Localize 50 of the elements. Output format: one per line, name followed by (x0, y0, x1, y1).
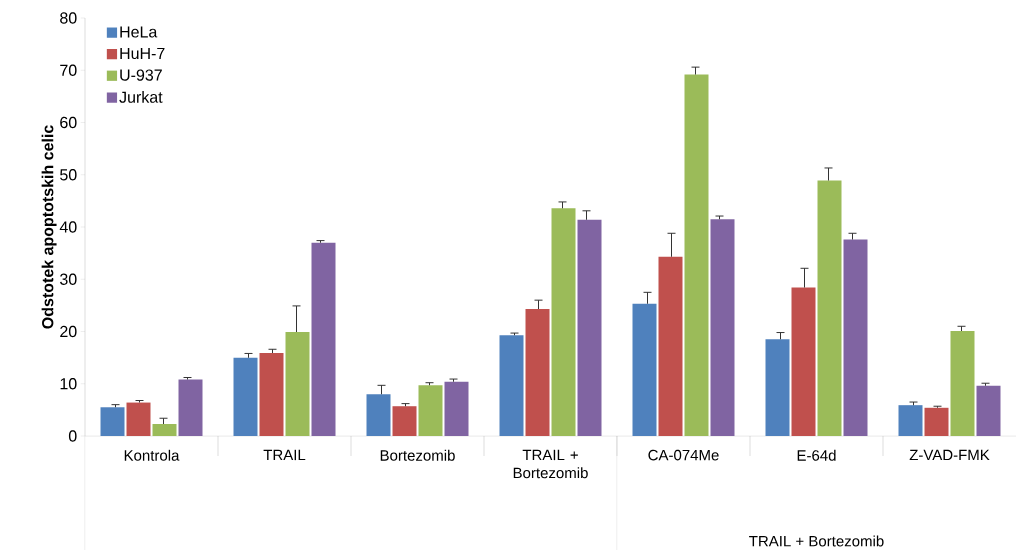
bar (233, 357, 258, 436)
bar (551, 208, 576, 436)
bar (898, 405, 923, 436)
x-tick-label: CA-074Me (648, 449, 719, 461)
x-tick-label: Bortezomib (380, 449, 455, 461)
bar (710, 219, 735, 436)
y-axis-title: Odstotek apoptotskih celic (41, 125, 57, 329)
x-tick-label: TRAIL (263, 449, 306, 461)
y-tick-label: 60 (60, 116, 77, 129)
bar (392, 406, 417, 436)
y-tick-label: 10 (60, 378, 77, 390)
bar (577, 219, 602, 436)
bar (658, 256, 683, 436)
x-tick-label: TRAIL + Bortezomib (513, 449, 588, 479)
y-tick-label: 70 (60, 64, 77, 76)
x-tick-label: E-64d (797, 449, 836, 461)
bar (311, 242, 336, 436)
legend-label: HeLa (120, 26, 158, 38)
bar (632, 303, 657, 436)
bar (765, 339, 790, 436)
bar (684, 74, 709, 436)
bar (178, 379, 203, 436)
bar (843, 239, 868, 436)
bar (366, 394, 391, 436)
bar (525, 309, 550, 436)
bar (950, 330, 975, 436)
bar (444, 381, 469, 436)
bar (976, 385, 1001, 436)
legend-label: Jurkat (119, 91, 163, 103)
bar (418, 385, 443, 436)
legend-label: HuH-7 (120, 47, 165, 60)
y-tick-label: 40 (59, 221, 77, 233)
bar (126, 402, 151, 436)
bar (924, 407, 949, 436)
bar (285, 332, 310, 436)
bar (791, 287, 816, 436)
x-tick-label: Z-VAD-FMK (909, 449, 990, 461)
y-tick-label: 80 (60, 12, 77, 24)
y-tick-label: 0 (68, 430, 77, 442)
legend-label: U-937 (120, 69, 162, 81)
bar (100, 407, 125, 436)
bar (259, 352, 284, 436)
y-tick-label: 30 (60, 273, 77, 285)
y-tick-label: 50 (60, 169, 77, 181)
x-tick-label: Kontrola (124, 449, 180, 461)
text: TRAIL + Bortezomib (749, 535, 884, 547)
bar (152, 423, 177, 436)
y-tick-label: 20 (60, 325, 77, 338)
bar (499, 335, 524, 436)
bar (817, 180, 842, 436)
